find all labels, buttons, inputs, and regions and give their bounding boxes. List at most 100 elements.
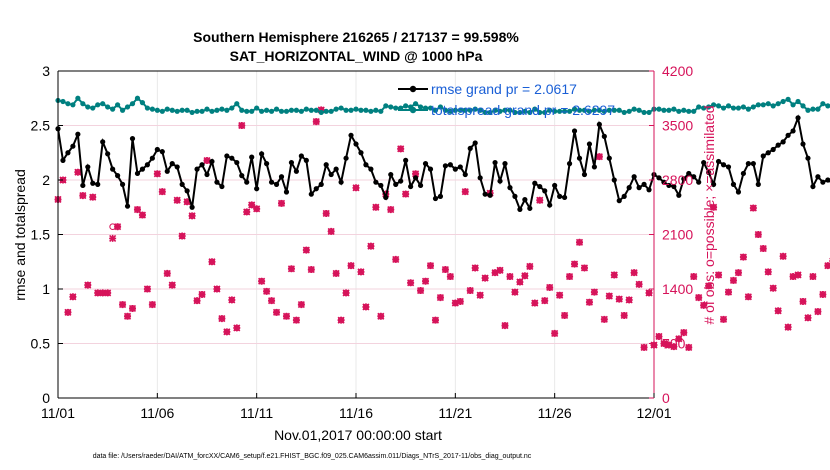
totalspread-point — [249, 108, 255, 114]
rmse-point — [368, 166, 374, 172]
totalspread-point — [507, 107, 513, 113]
rmse-point — [810, 183, 816, 190]
totalspread-point — [591, 107, 598, 113]
totalspread-point — [293, 107, 299, 113]
obs-assimilated-point — [700, 301, 708, 309]
rmse-point — [760, 153, 766, 159]
rmse-point — [785, 132, 791, 138]
totalspread-point — [239, 107, 245, 113]
totalspread-point — [214, 107, 220, 113]
totalspread-point — [557, 108, 563, 114]
rmse-point — [348, 132, 354, 138]
obs-assimilated-point — [327, 227, 335, 235]
totalspread-point — [482, 109, 488, 116]
totalspread-point — [611, 107, 617, 113]
obs-assimilated-point — [729, 276, 738, 285]
rmse-point — [686, 170, 692, 177]
obs-assimilated-point — [233, 324, 241, 332]
obs-assimilated-point — [109, 234, 117, 242]
totalspread-point — [209, 108, 215, 114]
rmse-point — [566, 161, 573, 167]
obs-assimilated-point — [426, 262, 435, 270]
obs-assimilated-point — [272, 308, 281, 316]
totalspread-point — [671, 106, 677, 112]
totalspread-point — [229, 105, 235, 111]
totalspread-point — [646, 109, 652, 116]
totalspread-point — [427, 105, 434, 111]
totalspread-point — [60, 98, 66, 105]
rmse-point — [527, 205, 533, 211]
totalspread-point — [417, 104, 424, 110]
rmse-point — [70, 143, 76, 149]
obs-assimilated-point — [605, 292, 613, 300]
rmse-point — [144, 162, 150, 168]
rmse-point — [711, 181, 717, 187]
rmse-point — [264, 161, 270, 167]
totalspread-point — [810, 106, 816, 112]
totalspread-point — [283, 108, 290, 114]
obs-assimilated-point — [570, 260, 579, 268]
obs-assimilated-point — [64, 308, 72, 316]
rmse-point — [100, 139, 106, 145]
totalspread-point — [388, 104, 394, 110]
obs-assimilated-point — [724, 288, 733, 296]
rmse-point — [80, 182, 86, 189]
obs-assimilated-point — [148, 301, 156, 309]
rmse-point — [701, 159, 707, 166]
totalspread-point — [770, 103, 776, 109]
rmse-point — [313, 186, 319, 192]
totalspread-point — [517, 109, 523, 116]
rmse-point — [691, 174, 697, 180]
totalspread-point — [383, 103, 389, 109]
rmse-point — [403, 157, 409, 163]
totalspread-point — [179, 107, 185, 113]
obs-assimilated-point — [575, 238, 584, 246]
obs-assimilated-point — [138, 211, 146, 219]
obs-assimilated-point — [402, 190, 410, 198]
rmse-point — [462, 171, 468, 178]
totalspread-point — [512, 109, 518, 116]
rmse-point — [189, 204, 195, 210]
totalspread-point — [437, 104, 444, 110]
obs-assimilated-point — [784, 323, 792, 331]
obs-assimilated-point — [287, 265, 295, 273]
y-tick-label-right: 2100 — [662, 227, 693, 243]
chart-subtitle: SAT_HORIZONTAL_WIND @ 1000 hPa — [230, 48, 483, 64]
obs-assimilated-point — [675, 335, 683, 343]
totalspread-point — [760, 102, 766, 108]
totalspread-point — [373, 107, 379, 113]
obs-assimilated-point — [258, 277, 266, 285]
totalspread-point — [725, 103, 732, 109]
obs-assimilated-point — [357, 268, 365, 276]
rmse-point — [298, 153, 304, 159]
totalspread-point — [616, 107, 622, 113]
obs-assimilated-point — [163, 269, 171, 277]
chart-title: Southern Hemisphere 216265 / 217137 = 99… — [193, 29, 519, 45]
obs-assimilated-point — [74, 168, 82, 176]
rmse-point — [631, 174, 637, 180]
rmse-point — [422, 161, 429, 167]
rmse-point — [393, 181, 399, 187]
rmse-series — [55, 114, 830, 213]
rmse-point — [442, 163, 448, 169]
rmse-point — [239, 173, 245, 179]
obs-assimilated-point — [481, 274, 489, 282]
totalspread-point — [467, 107, 473, 113]
obs-assimilated-point — [734, 269, 742, 277]
rmse-point — [363, 162, 369, 168]
totalspread-point — [656, 106, 662, 112]
totalspread-point — [820, 101, 826, 107]
totalspread-point — [636, 107, 642, 113]
right-axis-ticks: 0 700 1400 2100 2800 3500 4200 — [649, 63, 693, 406]
obs-assimilated-point — [595, 153, 603, 161]
totalspread-point — [85, 104, 91, 110]
obs-assimilated-point — [342, 289, 350, 297]
obs-assimilated-point — [84, 281, 92, 289]
totalspread-point — [313, 107, 319, 113]
obs-assimilated-point — [620, 311, 628, 320]
obs-assimilated-point — [99, 289, 107, 297]
rmse-point — [576, 155, 583, 161]
rmse-line — [57, 114, 830, 212]
totalspread-point — [144, 105, 150, 111]
totalspread-point — [795, 98, 801, 105]
